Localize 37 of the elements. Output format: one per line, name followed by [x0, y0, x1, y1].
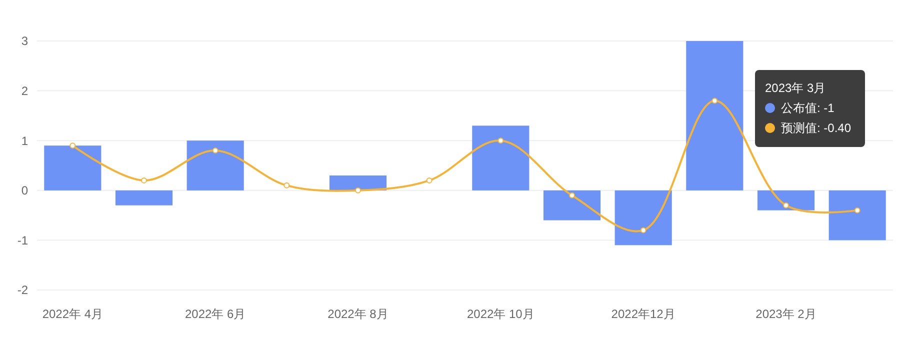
y-tick-label: -1 [17, 233, 28, 248]
y-tick-label: 1 [21, 134, 28, 148]
annotation: 公布值: -1 [781, 101, 835, 115]
point [712, 98, 718, 104]
x-tick-label: 2023年 2月 [756, 307, 816, 321]
bar [828, 190, 886, 240]
point [355, 187, 361, 194]
annotation: 2023年 3月 [765, 81, 826, 95]
point [640, 227, 646, 234]
point [70, 142, 76, 149]
bar [614, 190, 672, 246]
bar [472, 126, 530, 190]
bar [686, 41, 744, 190]
y-tick-label: -2 [17, 283, 28, 298]
bar [329, 175, 387, 190]
point [854, 207, 860, 214]
point [498, 138, 504, 144]
point [212, 148, 218, 154]
annotation: 预测值: -0.40 [781, 121, 852, 135]
point [783, 202, 789, 208]
point [141, 177, 147, 184]
x-tick-label: 2022年 4月 [42, 307, 104, 321]
point [569, 192, 575, 198]
bar [44, 146, 102, 190]
x-tick-label: 2022年 6月 [184, 307, 246, 321]
point [426, 177, 432, 184]
bar [543, 190, 601, 220]
y-tick-label: 2 [21, 84, 28, 98]
x-tick-label: 2022年 8月 [328, 307, 388, 321]
x-tick-label: 2022年 10月 [466, 307, 534, 321]
point [284, 182, 290, 188]
x-tick-label: 2022年12月 [611, 307, 676, 321]
y-tick-label: 3 [21, 34, 28, 48]
bar [115, 190, 173, 206]
bar [757, 190, 815, 210]
y-tick-label: 0 [21, 184, 28, 198]
bar [186, 140, 244, 190]
